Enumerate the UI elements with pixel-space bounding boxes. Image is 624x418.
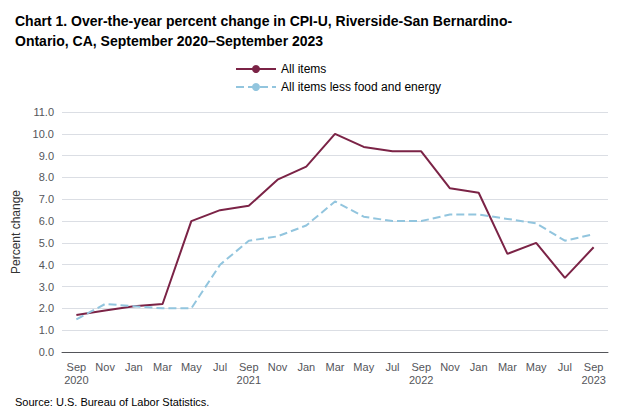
svg-text:Mar: Mar	[326, 361, 345, 373]
svg-text:0.0: 0.0	[39, 346, 54, 358]
svg-text:Nov: Nov	[268, 361, 288, 373]
svg-text:11.0: 11.0	[33, 106, 54, 118]
svg-text:Chart 1. Over-the-year percent: Chart 1. Over-the-year percent change in…	[15, 13, 512, 29]
svg-text:4.0: 4.0	[39, 259, 54, 271]
svg-text:Sep: Sep	[584, 361, 604, 373]
svg-text:May: May	[181, 361, 202, 373]
svg-text:May: May	[526, 361, 547, 373]
svg-text:Mar: Mar	[153, 361, 172, 373]
svg-text:2.0: 2.0	[39, 302, 54, 314]
svg-text:2020: 2020	[64, 374, 88, 386]
svg-text:Jul: Jul	[558, 361, 572, 373]
svg-text:Sep: Sep	[67, 361, 87, 373]
svg-text:2023: 2023	[581, 374, 605, 386]
svg-text:7.0: 7.0	[39, 193, 54, 205]
svg-text:May: May	[353, 361, 374, 373]
svg-text:Percent change: Percent change	[9, 190, 23, 274]
svg-text:5.0: 5.0	[39, 237, 54, 249]
svg-text:Sep: Sep	[239, 361, 259, 373]
svg-text:Nov: Nov	[440, 361, 460, 373]
svg-text:8.0: 8.0	[39, 171, 54, 183]
svg-text:Nov: Nov	[95, 361, 115, 373]
svg-text:Mar: Mar	[498, 361, 517, 373]
svg-text:All items less food and energy: All items less food and energy	[281, 80, 441, 94]
svg-text:Sep: Sep	[411, 361, 431, 373]
svg-text:9.0: 9.0	[39, 150, 54, 162]
svg-text:Jan: Jan	[297, 361, 315, 373]
svg-text:2021: 2021	[237, 374, 261, 386]
svg-text:1.0: 1.0	[39, 324, 54, 336]
svg-text:Ontario, CA, September 2020–Se: Ontario, CA, September 2020–September 20…	[15, 33, 323, 49]
svg-text:Jan: Jan	[470, 361, 488, 373]
svg-text:10.0: 10.0	[33, 128, 54, 140]
svg-text:2022: 2022	[409, 374, 433, 386]
svg-text:Jul: Jul	[213, 361, 227, 373]
svg-text:All items: All items	[281, 62, 326, 76]
svg-text:3.0: 3.0	[39, 281, 54, 293]
svg-text:Source: U.S. Bureau of Labor S: Source: U.S. Bureau of Labor Statistics.	[15, 396, 209, 408]
svg-text:Jul: Jul	[385, 361, 399, 373]
svg-text:Jan: Jan	[125, 361, 143, 373]
svg-text:6.0: 6.0	[39, 215, 54, 227]
